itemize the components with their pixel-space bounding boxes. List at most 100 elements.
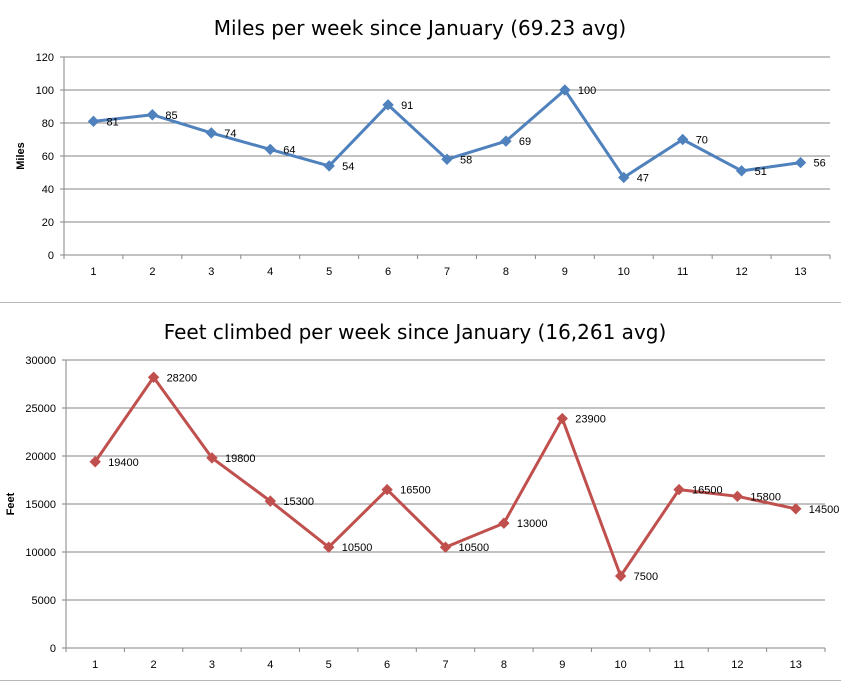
x-tick-label: 10 <box>618 266 630 278</box>
data-label: 16500 <box>692 485 723 497</box>
x-tick-label: 4 <box>267 659 273 671</box>
data-point <box>790 503 802 515</box>
data-label: 81 <box>106 116 118 128</box>
y-tick-label: 80 <box>42 118 54 130</box>
x-tick-label: 3 <box>208 266 214 278</box>
data-label: 64 <box>283 144 295 156</box>
x-tick-label: 12 <box>735 266 747 278</box>
x-tick-label: 1 <box>92 659 98 671</box>
data-point <box>381 483 393 496</box>
x-tick-label: 3 <box>209 659 215 671</box>
data-label: 56 <box>814 158 826 170</box>
data-label: 70 <box>696 135 708 147</box>
data-point <box>794 156 807 169</box>
y-tick-label: 10000 <box>25 547 56 559</box>
y-tick-label: 0 <box>50 643 56 655</box>
data-label: 100 <box>578 85 596 97</box>
data-point <box>264 495 277 507</box>
chart-separator <box>0 302 841 303</box>
data-label: 91 <box>401 100 413 112</box>
data-point <box>146 109 159 121</box>
x-tick-label: 9 <box>559 659 565 671</box>
data-label: 13000 <box>517 518 548 530</box>
data-label: 54 <box>342 161 354 173</box>
data-point <box>614 570 627 582</box>
data-point <box>323 541 335 553</box>
data-label: 15800 <box>750 491 781 503</box>
data-point <box>731 490 744 503</box>
data-label: 16500 <box>400 485 431 497</box>
x-tick-label: 2 <box>151 659 157 671</box>
x-tick-label: 9 <box>562 266 568 278</box>
data-point <box>556 412 568 425</box>
x-tick-label: 7 <box>442 659 448 671</box>
data-label: 7500 <box>634 571 658 583</box>
y-axis-label: Miles <box>15 142 27 170</box>
data-label: 10500 <box>342 542 373 554</box>
miles-chart: Miles per week since January (69.23 avg)… <box>15 16 831 278</box>
y-tick-label: 20000 <box>25 451 56 463</box>
data-point <box>87 115 100 128</box>
data-label: 19400 <box>108 457 139 469</box>
data-label: 10500 <box>459 542 490 554</box>
y-tick-label: 40 <box>42 184 54 196</box>
y-tick-label: 0 <box>48 250 54 262</box>
data-label: 74 <box>224 128 236 140</box>
data-point <box>147 371 160 383</box>
x-tick-label: 5 <box>326 659 332 671</box>
data-label: 85 <box>165 110 177 122</box>
data-point <box>498 517 510 529</box>
x-tick-label: 2 <box>149 266 155 278</box>
y-tick-label: 5000 <box>32 595 56 607</box>
x-tick-label: 10 <box>615 659 627 671</box>
y-tick-label: 15000 <box>25 499 56 511</box>
y-axis-label: Feet <box>5 492 17 515</box>
data-point <box>206 452 218 464</box>
data-label: 23900 <box>575 414 606 426</box>
chart-title: Miles per week since January (69.23 avg) <box>214 16 626 40</box>
data-point <box>441 153 453 166</box>
data-point <box>673 483 685 496</box>
y-tick-label: 30000 <box>25 355 56 367</box>
x-tick-label: 8 <box>501 659 507 671</box>
x-tick-label: 6 <box>385 266 391 278</box>
x-tick-label: 11 <box>673 659 684 671</box>
x-tick-label: 12 <box>731 659 743 671</box>
data-point <box>559 84 571 96</box>
feet-chart: Feet climbed per week since January (16,… <box>5 320 840 671</box>
x-tick-label: 11 <box>677 266 688 278</box>
x-tick-label: 4 <box>267 266 273 278</box>
x-tick-label: 5 <box>326 266 332 278</box>
x-tick-label: 7 <box>444 266 450 278</box>
y-tick-label: 25000 <box>25 403 56 415</box>
data-point <box>205 127 218 139</box>
data-point <box>500 135 512 147</box>
data-point <box>89 456 101 468</box>
x-tick-label: 13 <box>794 266 806 278</box>
data-point <box>382 99 394 111</box>
data-label: 28200 <box>167 372 198 384</box>
x-tick-label: 8 <box>503 266 509 278</box>
y-tick-label: 100 <box>36 85 54 97</box>
data-label: 15300 <box>283 496 314 508</box>
bottom-border <box>0 680 841 681</box>
x-tick-label: 13 <box>790 659 802 671</box>
data-point <box>264 143 276 156</box>
data-point <box>439 541 452 553</box>
x-tick-label: 1 <box>90 266 96 278</box>
data-point <box>323 160 335 172</box>
y-tick-label: 20 <box>42 217 54 229</box>
data-point <box>618 171 630 184</box>
data-label: 47 <box>637 172 649 184</box>
data-point <box>676 133 689 146</box>
data-label: 58 <box>460 154 472 166</box>
data-point <box>735 165 748 177</box>
y-tick-label: 120 <box>36 52 54 64</box>
data-label: 69 <box>519 136 531 148</box>
feet-chart-panel: Feet climbed per week since January (16,… <box>0 303 841 682</box>
data-label: 19800 <box>225 453 256 465</box>
x-tick-label: 6 <box>384 659 390 671</box>
y-tick-label: 60 <box>42 151 54 163</box>
data-label: 51 <box>755 166 767 178</box>
data-label: 14500 <box>809 504 840 516</box>
